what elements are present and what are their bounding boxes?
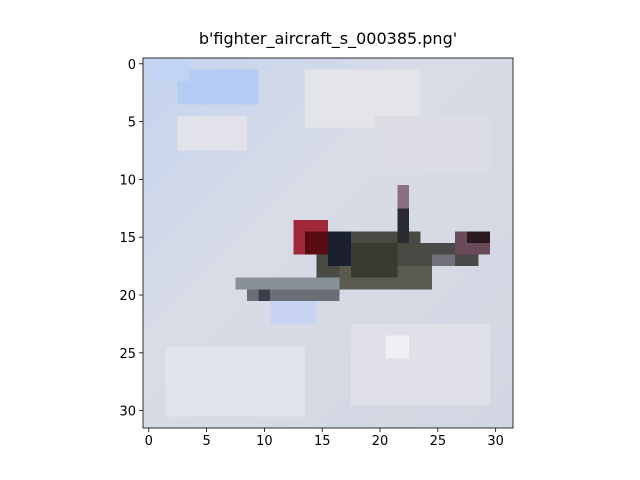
- y-tick-label: 0: [128, 58, 136, 73]
- chart-title: b'fighter_aircraft_s_000385.png': [199, 29, 457, 49]
- y-tick-label: 20: [119, 289, 136, 304]
- y-tick-label: 5: [128, 116, 136, 131]
- y-tick-label: 30: [119, 405, 136, 420]
- y-tick-label: 10: [119, 173, 136, 188]
- x-tick-label: 10: [256, 434, 273, 449]
- y-tick-label: 15: [119, 231, 136, 246]
- x-tick-label: 15: [314, 434, 331, 449]
- x-tick-label: 5: [202, 434, 210, 449]
- x-tick-label: 0: [145, 434, 153, 449]
- x-tick-label: 20: [372, 434, 389, 449]
- y-tick-label: 25: [119, 347, 136, 362]
- x-tick-label: 25: [430, 434, 447, 449]
- axes-frame: [142, 57, 514, 429]
- x-tick-label: 30: [487, 434, 504, 449]
- image: [143, 58, 513, 428]
